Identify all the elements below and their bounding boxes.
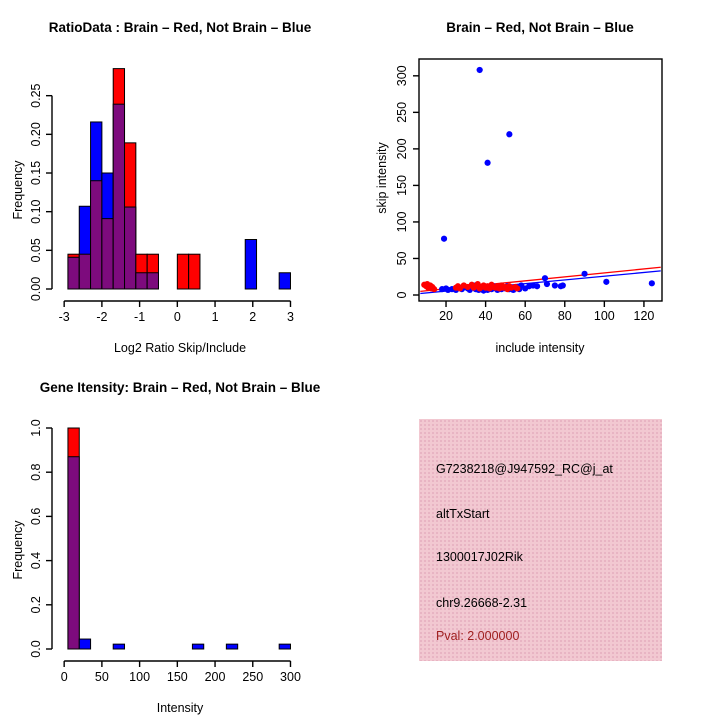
y-tick-label: 0.20 [29, 122, 43, 146]
x-tick-label: 120 [634, 309, 655, 323]
scatter-svg: 20 40 60 80 100 120 0 50 100 150 200 250 300 [395, 58, 663, 323]
gene-histogram-title: Gene Itensity: Brain – Red, Not Brain – … [39, 380, 321, 395]
skip-intensity-axis-label: skip intensity [375, 142, 389, 214]
scatter-title: Brain – Red, Not Brain – Blue [446, 20, 634, 35]
gene-histogram-panel: Gene Itensity: Brain – Red, Not Brain – … [0, 360, 360, 720]
y-tick-label: 200 [395, 138, 409, 159]
y-tick-label: 0 [395, 291, 409, 298]
include-intensity-axis-label: include intensity [495, 341, 585, 355]
y-tick-label: 0.6 [29, 508, 43, 525]
y-tick-label: 150 [395, 175, 409, 196]
x-tick-label: 80 [558, 309, 572, 323]
histogram-bar-red [176, 253, 190, 290]
plot-box [418, 58, 663, 302]
y-tick-label: 0.05 [29, 238, 43, 262]
x-tick-label: 100 [129, 670, 150, 684]
scatter-point-blue [648, 280, 655, 287]
x-tick-label: 300 [280, 670, 301, 684]
histogram-bar-overlap [90, 180, 103, 290]
gene-histogram-svg: 0.0 0.2 0.4 0.6 0.8 1.0 0 50 100 150 200 250 300 [29, 419, 301, 684]
scatter-point-blue [559, 282, 566, 289]
y-tick-label: 0.10 [29, 199, 43, 223]
x-tick-label: 1 [212, 310, 219, 324]
y-tick-label: 250 [395, 102, 409, 123]
y-tick-label: 0.4 [29, 552, 43, 569]
event-type-text: altTxStart [436, 507, 490, 521]
scatter-point-blue [484, 159, 491, 166]
y-tick-label: 0.25 [29, 83, 43, 107]
pval-text: Pval: 2.000000 [436, 629, 520, 643]
x-tick-label: 200 [205, 670, 226, 684]
y-tick-label: 0.8 [29, 463, 43, 480]
y-tick-label: 100 [395, 211, 409, 232]
scatter-point-blue [506, 131, 513, 138]
histogram-bar-blue [112, 643, 126, 650]
x-tick-label: 2 [249, 310, 256, 324]
x-tick-label: 100 [594, 309, 615, 323]
gene-frequency-axis-label: Frequency [11, 520, 25, 580]
scatter-point-blue [581, 270, 588, 277]
histogram-bar-blue [225, 643, 239, 650]
histogram-bar-overlap [67, 456, 80, 650]
log2-ratio-axis-label: Log2 Ratio Skip/Include [113, 341, 247, 355]
info-panel: G7238218@J947592_RC@j_at altTxStart 1300… [360, 360, 720, 720]
scatter-point-blue [603, 278, 610, 285]
y-tick-label: 0.0 [29, 640, 43, 657]
scatter-point-blue [551, 282, 558, 289]
ratio-frequency-axis-label: Frequency [11, 160, 25, 220]
x-tick-label: 150 [167, 670, 188, 684]
histogram-bar-overlap [124, 206, 137, 290]
histogram-bar-blue [244, 239, 258, 290]
x-tick-label: 250 [242, 670, 263, 684]
scatter-point-red [514, 285, 521, 292]
x-tick-label: 0 [61, 670, 68, 684]
x-tick-label: 3 [287, 310, 294, 324]
genomic-location-text: chr9.26668-2.31 [436, 596, 528, 610]
histogram-bar-overlap [112, 103, 126, 290]
x-tick-label: -3 [59, 310, 70, 324]
scatter-point-blue [476, 66, 483, 74]
histogram-bar-overlap [101, 218, 114, 290]
histogram-bar-blue [191, 643, 205, 650]
scatter-point-blue [543, 280, 551, 288]
scatter-point-blue [533, 283, 541, 290]
scatter-point-blue [541, 275, 549, 282]
gene-info-box: G7238218@J947592_RC@j_at altTxStart 1300… [419, 419, 662, 661]
y-tick-label: 50 [395, 251, 409, 265]
histogram-bar-blue [278, 643, 291, 650]
scatter-point-blue [440, 235, 448, 242]
probe-id-text: G7238218@J947592_RC@j_at [436, 462, 613, 476]
histogram-bar-overlap [135, 272, 148, 290]
scatter-panel: Brain – Red, Not Brain – Blue 20 40 60 80 10… [360, 0, 720, 360]
x-tick-label: 20 [439, 309, 453, 323]
histogram-bar-blue [78, 638, 92, 650]
y-tick-label: 300 [395, 65, 409, 86]
ratio-histogram-svg: 0.00 0.05 0.10 0.15 0.20 0.25 -3 -2 -1 0 1 2 3 [29, 68, 294, 324]
intensity-axis-label: Intensity [156, 701, 204, 715]
histogram-bar-overlap [67, 256, 80, 290]
histogram-bar-red [188, 253, 201, 290]
x-tick-label: 40 [479, 309, 493, 323]
histogram-bar-overlap [146, 272, 159, 290]
ratio-histogram-title: RatioData : Brain – Red, Not Brain – Blu… [48, 20, 312, 35]
histogram-bar-overlap [78, 253, 92, 290]
x-tick-label: 50 [95, 670, 109, 684]
y-tick-label: 0.2 [29, 596, 43, 613]
x-tick-label: 60 [518, 309, 532, 323]
x-tick-label: 0 [174, 310, 181, 324]
x-tick-label: -2 [96, 310, 107, 324]
ratio-histogram-panel: RatioData : Brain – Red, Not Brain – Blu… [0, 0, 360, 360]
gene-name-text: 1300017J02Rik [436, 550, 523, 564]
scatter-point-red [431, 286, 438, 293]
x-tick-label: -1 [134, 310, 145, 324]
y-tick-label: 0.15 [29, 161, 43, 185]
histogram-bar-blue [278, 272, 291, 290]
y-tick-label: 1.0 [29, 419, 43, 436]
y-tick-label: 0.00 [29, 277, 43, 301]
